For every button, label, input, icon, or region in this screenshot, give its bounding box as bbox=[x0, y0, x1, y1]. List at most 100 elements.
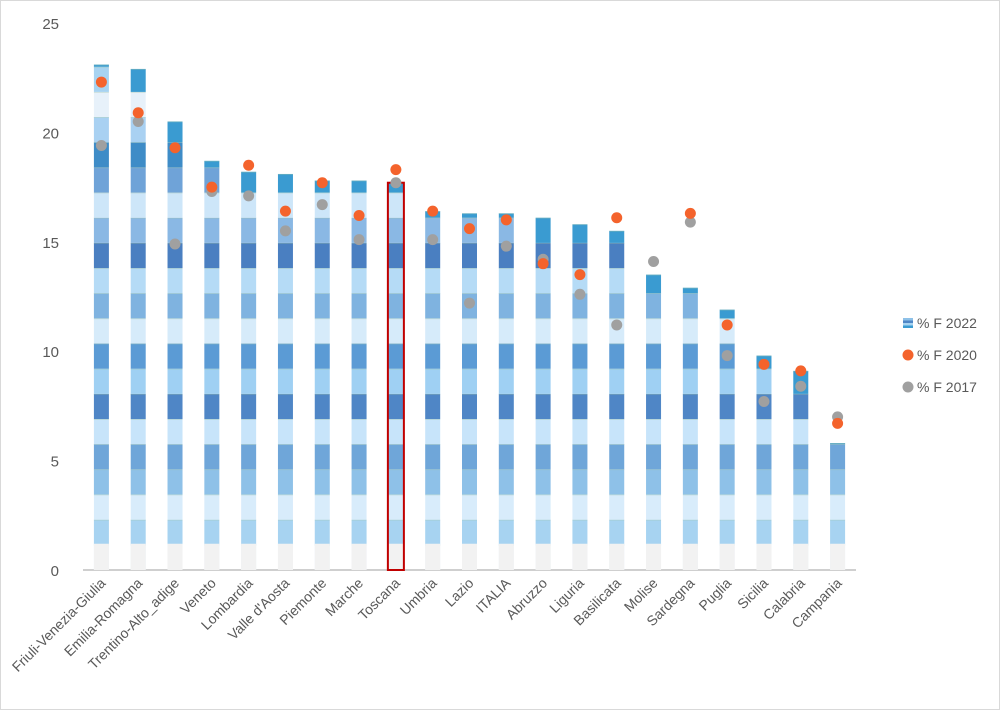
bar-14-segment bbox=[572, 293, 588, 319]
bar-1-divider bbox=[93, 66, 109, 68]
bar-18-segment bbox=[719, 393, 735, 420]
bar-13-divider bbox=[535, 293, 551, 295]
bar-1-divider bbox=[93, 117, 109, 118]
bar-18-divider bbox=[719, 419, 735, 420]
bar-3-base bbox=[167, 543, 183, 570]
bar-11-divider bbox=[462, 393, 477, 395]
bar-11-divider bbox=[462, 419, 477, 420]
bar-13-segment bbox=[535, 318, 551, 344]
bar-4-divider bbox=[204, 242, 220, 244]
bar-10-divider bbox=[425, 494, 441, 496]
bar-7-segment bbox=[314, 469, 330, 495]
bar-18-divider bbox=[719, 393, 735, 395]
bar-11-segment bbox=[462, 494, 477, 520]
marker-2020 bbox=[537, 258, 549, 270]
bar-19-divider bbox=[756, 393, 772, 395]
bar-7-segment bbox=[314, 419, 330, 445]
bar-3-divider bbox=[167, 192, 183, 194]
bar-7-divider bbox=[314, 242, 330, 244]
bar-16-divider bbox=[646, 419, 662, 420]
bar-11-divider bbox=[462, 444, 477, 445]
bar-10-segment bbox=[425, 444, 441, 470]
legend-label: % F 2017 bbox=[917, 379, 977, 395]
marker-2020 bbox=[832, 417, 844, 429]
bar-14-divider bbox=[572, 268, 588, 269]
bar-12-segment bbox=[498, 268, 514, 294]
bar-2-segment bbox=[130, 142, 146, 168]
bar-14-divider bbox=[572, 393, 588, 395]
bar-3-divider bbox=[167, 167, 183, 169]
bar-2-divider bbox=[130, 444, 146, 445]
bar-13-divider bbox=[535, 217, 551, 219]
bar-17-segment bbox=[682, 318, 698, 344]
bar-12-divider bbox=[498, 444, 514, 445]
y-tick-label: 5 bbox=[51, 454, 59, 471]
bar-13-segment bbox=[535, 293, 551, 319]
bar-21-divider bbox=[830, 494, 846, 496]
marker-2020 bbox=[279, 205, 291, 217]
bar-3-divider bbox=[167, 494, 183, 496]
bar-17-segment bbox=[682, 444, 698, 470]
bar-17-segment bbox=[682, 494, 698, 520]
bar-2-segment bbox=[130, 444, 146, 470]
bar-20-divider bbox=[793, 469, 809, 471]
bar-8-segment bbox=[351, 180, 367, 193]
marker-2020 bbox=[684, 207, 696, 219]
bar-12-divider bbox=[498, 213, 514, 215]
bar-3-divider bbox=[167, 268, 183, 269]
bar-7-segment bbox=[314, 519, 330, 545]
bar-18-segment bbox=[719, 444, 735, 470]
bar-7-divider bbox=[314, 343, 330, 345]
bar-3-segment bbox=[167, 343, 183, 369]
bar-6-divider bbox=[277, 469, 293, 471]
bar-15-segment bbox=[609, 293, 625, 319]
bar-3-segment bbox=[167, 494, 183, 520]
legend-label: % F 2022 bbox=[917, 315, 977, 331]
bar-2-divider bbox=[130, 293, 146, 295]
legend-swatch-band bbox=[903, 323, 913, 326]
bar-1-segment bbox=[93, 519, 109, 545]
bar-9-segment bbox=[388, 293, 404, 319]
bar-15-base bbox=[609, 543, 625, 570]
bar-9-divider bbox=[388, 519, 404, 521]
bar-8-segment bbox=[351, 318, 367, 344]
bar-2-segment bbox=[130, 192, 146, 218]
bar-8-segment bbox=[351, 368, 367, 394]
bar-17-segment bbox=[682, 293, 698, 319]
bar-5-segment bbox=[241, 343, 257, 369]
bar-2-segment bbox=[130, 217, 146, 243]
bar-12-segment bbox=[498, 318, 514, 344]
bar-2-divider bbox=[130, 142, 146, 144]
bar-3-divider bbox=[167, 368, 183, 370]
bar-21-divider bbox=[830, 444, 846, 445]
bar-14-divider bbox=[572, 343, 588, 345]
bar-18-base bbox=[719, 543, 735, 570]
bar-3-divider bbox=[167, 121, 183, 123]
bar-4-divider bbox=[204, 393, 220, 395]
bar-14-divider bbox=[572, 469, 588, 471]
bar-11-divider bbox=[462, 469, 477, 471]
bar-11-segment bbox=[462, 343, 477, 369]
marker-2020 bbox=[316, 177, 328, 189]
bar-3-divider bbox=[167, 217, 183, 219]
y-tick-label: 15 bbox=[42, 235, 59, 252]
bar-8-divider bbox=[351, 393, 367, 395]
bar-6-divider bbox=[277, 293, 293, 295]
bar-14-divider bbox=[572, 242, 588, 244]
bar-4-segment bbox=[204, 268, 220, 294]
bar-13-segment bbox=[535, 419, 551, 445]
bar-12-segment bbox=[498, 494, 514, 520]
bar-11-divider bbox=[462, 217, 477, 219]
bar-17-segment bbox=[682, 469, 698, 495]
bar-20-divider bbox=[793, 419, 809, 420]
bar-2-segment bbox=[130, 393, 146, 420]
bar-2-segment bbox=[130, 318, 146, 344]
bar-6-divider bbox=[277, 519, 293, 521]
bar-1-divider bbox=[93, 217, 109, 219]
bar-10-segment bbox=[425, 393, 441, 420]
bar-11-segment bbox=[462, 268, 477, 294]
bar-1-divider bbox=[93, 494, 109, 496]
bar-6-divider bbox=[277, 268, 293, 269]
bar-17-divider bbox=[682, 519, 698, 521]
bar-1-divider bbox=[93, 91, 109, 93]
